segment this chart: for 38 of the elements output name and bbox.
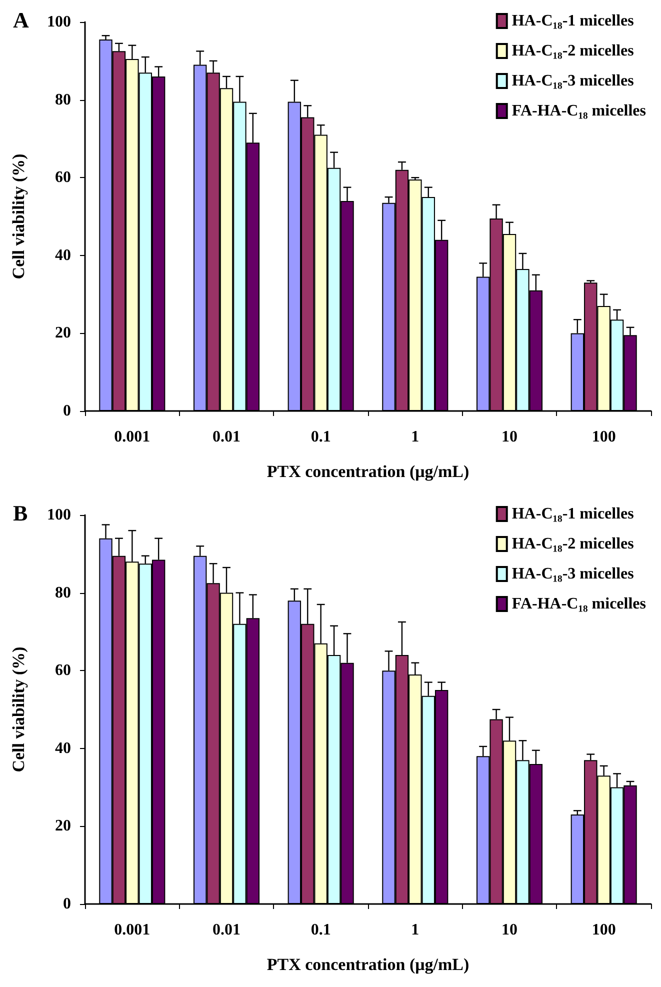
y-tick-label: 40: [55, 740, 71, 757]
y-tick-label: 20: [55, 818, 71, 835]
x-tick-label: 0.1: [310, 922, 331, 938]
y-tick-label: 0: [63, 896, 71, 912]
x-tick-label: 1: [411, 922, 420, 938]
x-tick-label: 1: [411, 428, 420, 446]
x-tick-label: 0.01: [212, 922, 240, 938]
y-axis-title: Cell viability (%): [9, 154, 28, 280]
legend-label: HA-C₁₈-3 micelles: [512, 72, 634, 90]
y-tick-label: 60: [55, 169, 71, 186]
x-axis-title: PTX concentration (μg/mL): [266, 462, 470, 481]
x-tick-label: 0.01: [212, 428, 240, 446]
y-tick-label: 0: [63, 402, 71, 420]
legend-label: HA-C₁₈-1 micelles: [512, 506, 634, 522]
x-axis-title: PTX concentration (μg/mL): [266, 955, 470, 974]
legend-label: HA-C₁₈-2 micelles: [512, 536, 634, 552]
y-tick-label: 100: [47, 14, 71, 30]
legend-label: HA-C₁₈-1 micelles: [512, 12, 634, 30]
y-tick-label: 20: [55, 324, 71, 342]
chart-title: B: [13, 500, 28, 526]
x-tick-label: 10: [502, 922, 518, 938]
x-tick-label: 10: [502, 428, 518, 446]
y-tick-label: 80: [55, 91, 71, 108]
y-axis-title: Cell viability (%): [9, 646, 28, 772]
x-tick-label: 0.1: [310, 428, 331, 446]
y-tick-label: 100: [47, 506, 71, 524]
legend-label: HA-C₁₈-2 micelles: [512, 42, 634, 60]
chart-title: A: [13, 8, 29, 32]
x-tick-label: 0.001: [114, 922, 150, 938]
y-tick-label: 40: [55, 246, 71, 264]
legend-label: FA-HA-C₁₈ micelles: [512, 596, 646, 612]
legend-label: FA-HA-C₁₈ micelles: [512, 102, 646, 120]
y-tick-label: 80: [55, 584, 71, 602]
x-tick-label: 100: [592, 922, 616, 938]
y-tick-label: 60: [55, 662, 71, 680]
x-tick-label: 100: [592, 428, 616, 446]
x-tick-label: 0.001: [114, 428, 150, 446]
legend-label: HA-C₁₈-3 micelles: [512, 566, 634, 582]
